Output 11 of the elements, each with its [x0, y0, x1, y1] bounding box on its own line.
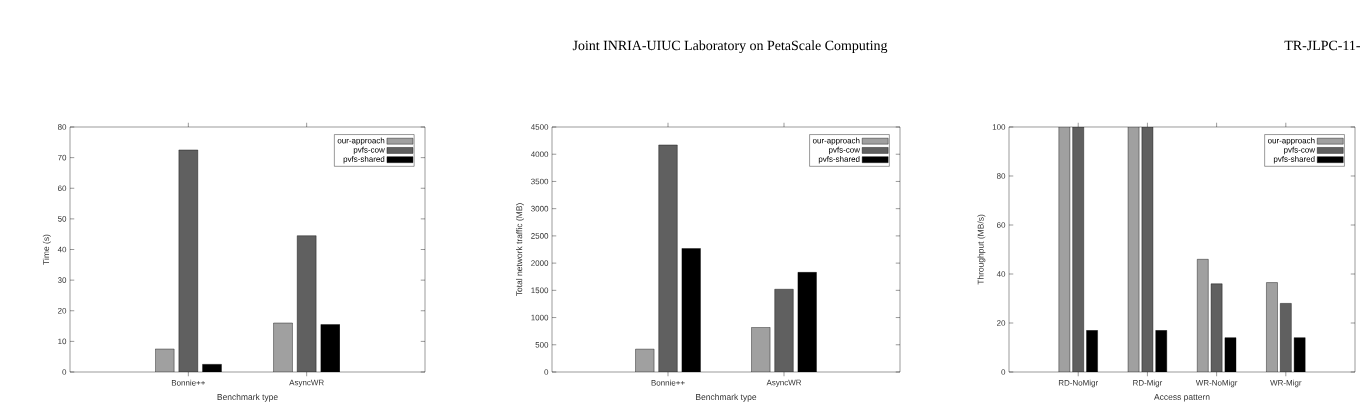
y-axis-title: Total network traffic (MB) — [516, 203, 524, 297]
x-axis-title: Access pattern — [1154, 394, 1210, 402]
x-axis-title: Benchmark type — [217, 393, 278, 402]
text: Joint INRIA-UIUC Laboratory on PetaScale Computing — [572, 40, 888, 54]
bar — [658, 144, 678, 372]
text: TR-JLPC-11- — [1284, 40, 1360, 51]
x-axis-title: Benchmark type — [696, 393, 757, 402]
bar — [774, 289, 794, 372]
y-axis-title: Throughput (MB/s) — [977, 214, 986, 285]
y-axis-title: Time (s) — [42, 234, 51, 265]
bar — [273, 322, 293, 372]
